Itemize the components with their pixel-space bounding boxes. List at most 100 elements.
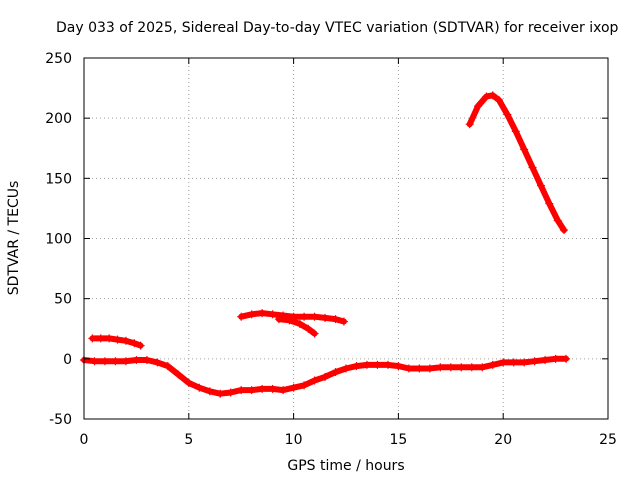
series-late-peak-point <box>503 110 512 119</box>
series-late-peak-point <box>488 91 497 100</box>
x-tick-label: 15 <box>389 432 407 448</box>
series-baseline-point <box>509 358 518 367</box>
y-tick-label: 250 <box>45 51 72 67</box>
series-baseline-point <box>383 360 392 369</box>
series-early-upper-point <box>121 336 130 345</box>
series-baseline-point <box>488 360 497 369</box>
y-tick-label: 0 <box>63 352 72 368</box>
series-baseline-point <box>247 386 256 395</box>
series-late-peak-point <box>474 102 483 111</box>
tick-labels: 0 5 10 15 20 25 -50 0 50 100 150 200 250 <box>45 51 617 448</box>
series-baseline-point <box>352 362 361 371</box>
series-late-peak-point <box>482 92 491 101</box>
series-mid-arc-point <box>321 313 330 322</box>
series-baseline-point <box>289 383 298 392</box>
y-tick-label: 150 <box>45 171 72 187</box>
series-baseline-point <box>331 368 340 377</box>
series-baseline-point <box>467 363 476 372</box>
series-baseline-point <box>121 357 130 366</box>
series-late-peak-point <box>528 163 537 172</box>
series-baseline-point <box>310 376 319 385</box>
series-mid-drop-point <box>295 319 304 328</box>
series-early-upper-point <box>113 335 122 344</box>
series-baseline-point <box>436 363 445 372</box>
series-early-upper-point <box>88 334 97 343</box>
series-late-peak-point <box>559 226 568 235</box>
x-tick-label: 20 <box>494 432 512 448</box>
series-early-upper-point <box>130 339 139 348</box>
y-tick-label: 100 <box>45 232 72 248</box>
series-late-peak-point <box>536 181 545 190</box>
series-baseline-point <box>142 356 151 365</box>
series-baseline-point <box>226 388 235 397</box>
plot-series <box>80 91 571 398</box>
series-baseline-point <box>90 357 99 366</box>
x-tick-label: 5 <box>184 432 193 448</box>
series-baseline-point <box>415 364 424 373</box>
series-baseline-point <box>300 381 309 390</box>
series-baseline-point <box>394 362 403 371</box>
series-mid-arc-point <box>237 312 246 321</box>
series-baseline-point <box>478 363 487 372</box>
series-mid-drop-point <box>304 324 313 333</box>
series-mid-drop-point <box>310 329 319 338</box>
y-tick-label: 200 <box>45 111 72 127</box>
series-baseline-point <box>174 370 183 379</box>
series-baseline-point <box>279 386 288 395</box>
series-mid-arc-point <box>339 317 348 326</box>
series-baseline-point <box>195 383 204 392</box>
series-baseline-point <box>530 357 539 366</box>
series-baseline-point <box>163 362 172 371</box>
series-mid-arc-point <box>300 312 309 321</box>
x-tick-label: 0 <box>80 432 89 448</box>
series-mid-arc-point <box>247 310 256 319</box>
y-axis-label: SDTVAR / TECUs <box>6 181 22 296</box>
series-late-peak-point <box>511 127 520 136</box>
x-tick-label: 10 <box>285 432 303 448</box>
series-early-upper-point <box>96 334 105 343</box>
series-late-peak-point <box>553 216 562 225</box>
series-baseline-point <box>153 358 162 367</box>
series-mid-arc-point <box>310 312 319 321</box>
series-baseline-point <box>457 363 466 372</box>
y-tick-label: 50 <box>54 292 72 308</box>
series-baseline-point <box>562 354 571 363</box>
series-baseline-point <box>321 372 330 381</box>
series-late-peak-point <box>495 96 504 105</box>
series-baseline-point <box>499 358 508 367</box>
y-tick-label: -50 <box>49 412 72 428</box>
x-axis-label: GPS time / hours <box>287 458 404 474</box>
series-early-upper-point <box>136 341 145 350</box>
series-mid-drop-point <box>285 316 294 325</box>
series-late-peak-point <box>545 199 554 208</box>
x-tick-label: 25 <box>599 432 617 448</box>
series-baseline-point <box>362 360 371 369</box>
series-late-peak-point <box>465 120 474 129</box>
series-baseline-point <box>237 386 246 395</box>
series-baseline-point <box>520 358 529 367</box>
series-mid-drop-point <box>274 315 283 324</box>
grid <box>84 58 608 419</box>
series-baseline-point <box>216 389 225 398</box>
series-mid-arc-point <box>268 310 277 319</box>
series-baseline-point <box>446 363 455 372</box>
series-baseline-point <box>268 384 277 393</box>
series-late-peak-point <box>520 145 529 154</box>
series-mid-arc-point <box>258 309 267 318</box>
series-mid-drop-line <box>275 316 318 337</box>
series-baseline-point <box>258 384 267 393</box>
series-baseline-point <box>425 364 434 373</box>
chart-title: Day 033 of 2025, Sidereal Day-to-day VTE… <box>56 20 619 36</box>
series-baseline-point <box>100 357 109 366</box>
series-baseline-point <box>404 364 413 373</box>
series-baseline-point <box>342 364 350 373</box>
series-late-peak-line <box>466 92 567 234</box>
series-baseline-point <box>551 354 560 363</box>
series-baseline-point <box>541 356 550 365</box>
axis-ticks <box>83 57 609 420</box>
series-mid-arc-point <box>331 315 340 324</box>
series-baseline-point <box>111 357 120 366</box>
series-baseline-point <box>184 378 193 387</box>
series-baseline-point <box>373 360 382 369</box>
